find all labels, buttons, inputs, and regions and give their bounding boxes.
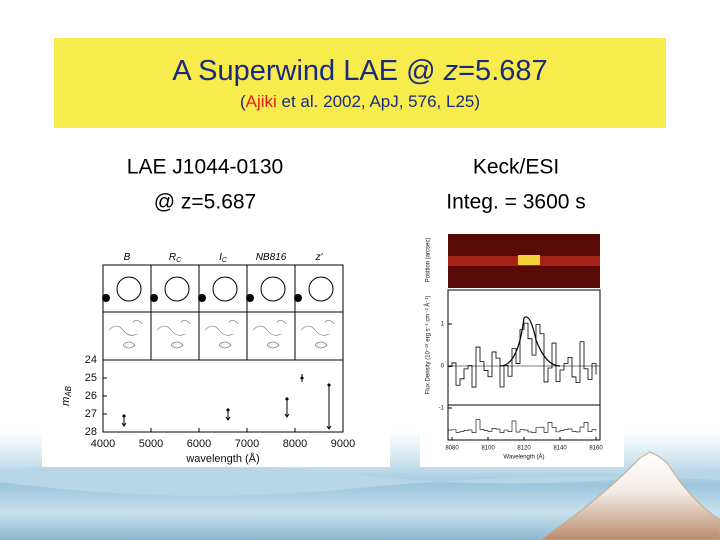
spectrum-figure: Flux Density (10⁻¹⁸ erg s⁻¹ cm⁻² Å⁻¹) Po… xyxy=(420,232,624,467)
title-banner xyxy=(54,38,666,128)
band-name: NB816 xyxy=(256,252,287,263)
y-tick-label: -1 xyxy=(439,406,445,412)
x-tick-label: 9000 xyxy=(331,438,355,450)
aperture xyxy=(308,276,334,302)
x-tick-label: 8120 xyxy=(517,446,531,452)
x-tick-label: 8100 xyxy=(481,446,495,452)
contours xyxy=(204,320,239,349)
y-axis-label: Flux Density (10⁻¹⁸ erg s⁻¹ cm⁻² Å⁻¹) xyxy=(425,296,432,395)
upper-limit-arrow xyxy=(121,416,127,427)
sky-spectrum xyxy=(447,419,597,433)
neighbor-source xyxy=(198,294,206,302)
band-sub: C xyxy=(176,257,182,264)
band-name: R xyxy=(169,252,176,263)
y-tick-label: 24 xyxy=(85,354,97,366)
title-text: A Superwind LAE @ xyxy=(172,55,443,87)
neighbor-source xyxy=(150,294,158,302)
band-sub: C xyxy=(222,257,228,264)
y-axis-label-main: m xyxy=(60,397,72,406)
y-axis-label-sub: AB xyxy=(64,385,73,397)
y-tick-label: 0 xyxy=(441,364,445,370)
citation: (Ajiki et al. 2002, ApJ, 576, L25) xyxy=(240,92,480,111)
y-tick-label: 28 xyxy=(85,426,97,438)
band-name: z′ xyxy=(315,252,324,263)
band-label: z′ xyxy=(315,252,324,263)
x-tick-label: 6000 xyxy=(187,438,211,450)
position-label: Position (arcsec) xyxy=(426,238,432,283)
y-tick-label: 26 xyxy=(85,390,97,402)
y-tick-label: 27 xyxy=(85,408,97,420)
mountain xyxy=(539,451,720,540)
upper-limit-arrow xyxy=(284,399,290,418)
y-axis-label: mAB xyxy=(60,385,73,406)
aperture xyxy=(164,276,190,302)
contours xyxy=(252,320,287,349)
y-tick-label: 1 xyxy=(441,322,445,328)
x-tick-label: 7000 xyxy=(235,438,259,450)
neighbor-source xyxy=(102,294,110,302)
neighbor-source xyxy=(294,294,302,302)
band-name: I xyxy=(219,252,222,263)
x-tick-label: 5000 xyxy=(139,438,163,450)
citation-text: ( xyxy=(240,92,246,111)
title-italic: z xyxy=(443,55,459,87)
aperture xyxy=(116,276,142,302)
model-profile xyxy=(499,316,561,367)
object-redshift: @ z=5.687 xyxy=(154,191,256,214)
line-emission xyxy=(518,255,540,265)
upper-limit-arrow xyxy=(225,410,231,421)
citation-author: Ajiki xyxy=(246,92,277,111)
figure-frame xyxy=(102,264,344,433)
band-label: B xyxy=(124,252,131,263)
integration-time: Integ. = 3600 s xyxy=(446,191,586,214)
figure-background xyxy=(42,233,390,467)
aperture xyxy=(260,276,286,302)
neighbor-source xyxy=(246,294,254,302)
upper-limit-arrow xyxy=(326,385,332,430)
x-tick-label: 8080 xyxy=(445,446,459,452)
citation-text: et al. 2002, ApJ, 576, L25) xyxy=(277,92,480,111)
x-tick-label: 4000 xyxy=(91,438,115,450)
x-tick-label: 8140 xyxy=(553,446,567,452)
object-name: LAE J1044-0130 xyxy=(127,156,283,179)
title-text: =5.687 xyxy=(458,55,548,87)
x-axis-label: Wavelength (Å) xyxy=(503,454,544,461)
wave xyxy=(0,463,720,496)
imaging-figure: mAB wavelength (Å) B RC IC NB816 z′242526272… xyxy=(42,233,390,467)
contours xyxy=(156,320,191,349)
x-tick-label: 8160 xyxy=(589,446,603,452)
y-tick-label: 25 xyxy=(85,372,97,384)
slide-title: A Superwind LAE @ z=5.687 xyxy=(172,55,547,87)
aperture xyxy=(212,276,238,302)
instrument: Keck/ESI xyxy=(473,156,559,179)
band-label: IC xyxy=(219,252,228,264)
band-name: B xyxy=(124,252,131,263)
x-tick-label: 8000 xyxy=(283,438,307,450)
x-axis-label: wavelength (Å) xyxy=(185,452,259,465)
contours xyxy=(108,320,143,349)
contours xyxy=(300,320,335,349)
band-label: RC xyxy=(169,252,182,264)
band-label: NB816 xyxy=(256,252,287,263)
